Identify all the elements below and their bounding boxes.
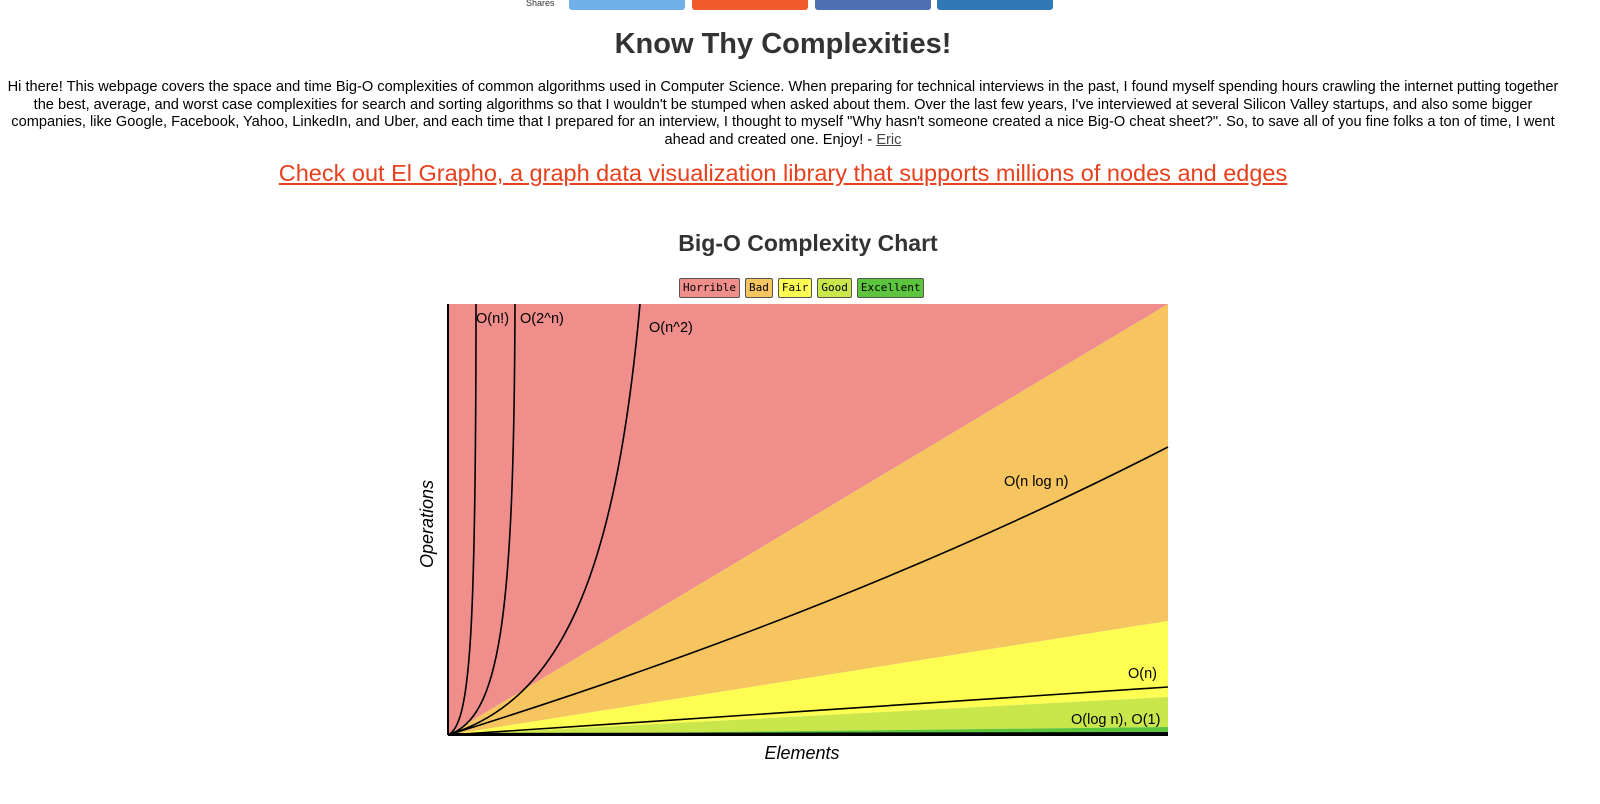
label-nlogn: O(n log n) [1004,474,1068,490]
el-grapho-link[interactable]: Check out El Grapho, a graph data visual… [278,160,1288,186]
label-factorial: O(n!) [476,311,509,327]
legend-horrible: Horrible [679,278,740,298]
label-quadratic: O(n^2) [649,320,693,336]
complexity-chart: O(n!) O(2^n) O(n^2) O(n log n) O(n) O(lo… [417,303,1169,763]
region-bad [448,304,1168,735]
share-button-twitter[interactable] [569,0,685,10]
label-linear: O(n) [1128,666,1157,682]
curve-quadratic [447,303,641,736]
legend-fair: Fair [777,278,813,298]
share-button-facebook[interactable] [815,0,931,10]
chart-legend: Horrible Bad Fair Good Excellent [679,278,925,298]
legend-excellent: Excellent [856,278,925,298]
legend-good: Good [817,278,852,298]
legend-bad: Bad [744,278,773,298]
label-exponential: O(2^n) [520,311,564,327]
page-title: Know Thy Complexities! [614,28,952,60]
intro-paragraph: Hi there! This webpage covers the space … [0,79,1566,149]
share-button-linkedin[interactable] [937,0,1053,10]
y-axis-label: Operations [417,480,437,568]
label-log-constant: O(log n), O(1) [1071,712,1160,728]
chart-title: Big-O Complexity Chart [678,230,938,256]
share-bar: Shares [0,0,1600,12]
promo-banner: Check out El Grapho, a graph data visual… [0,160,1566,187]
curve-exponential [447,303,516,736]
x-axis-label: Elements [764,743,839,763]
curve-log-constant [447,732,1169,735]
intro-text: Hi there! This webpage covers the space … [7,79,1559,148]
author-link[interactable]: Eric [876,131,902,148]
curve-factorial [447,303,477,736]
curve-nlogn [447,446,1169,736]
region-good [448,697,1168,735]
share-button-reddit[interactable] [692,0,808,10]
curve-linear [447,686,1169,736]
shares-label: Shares [526,0,555,8]
